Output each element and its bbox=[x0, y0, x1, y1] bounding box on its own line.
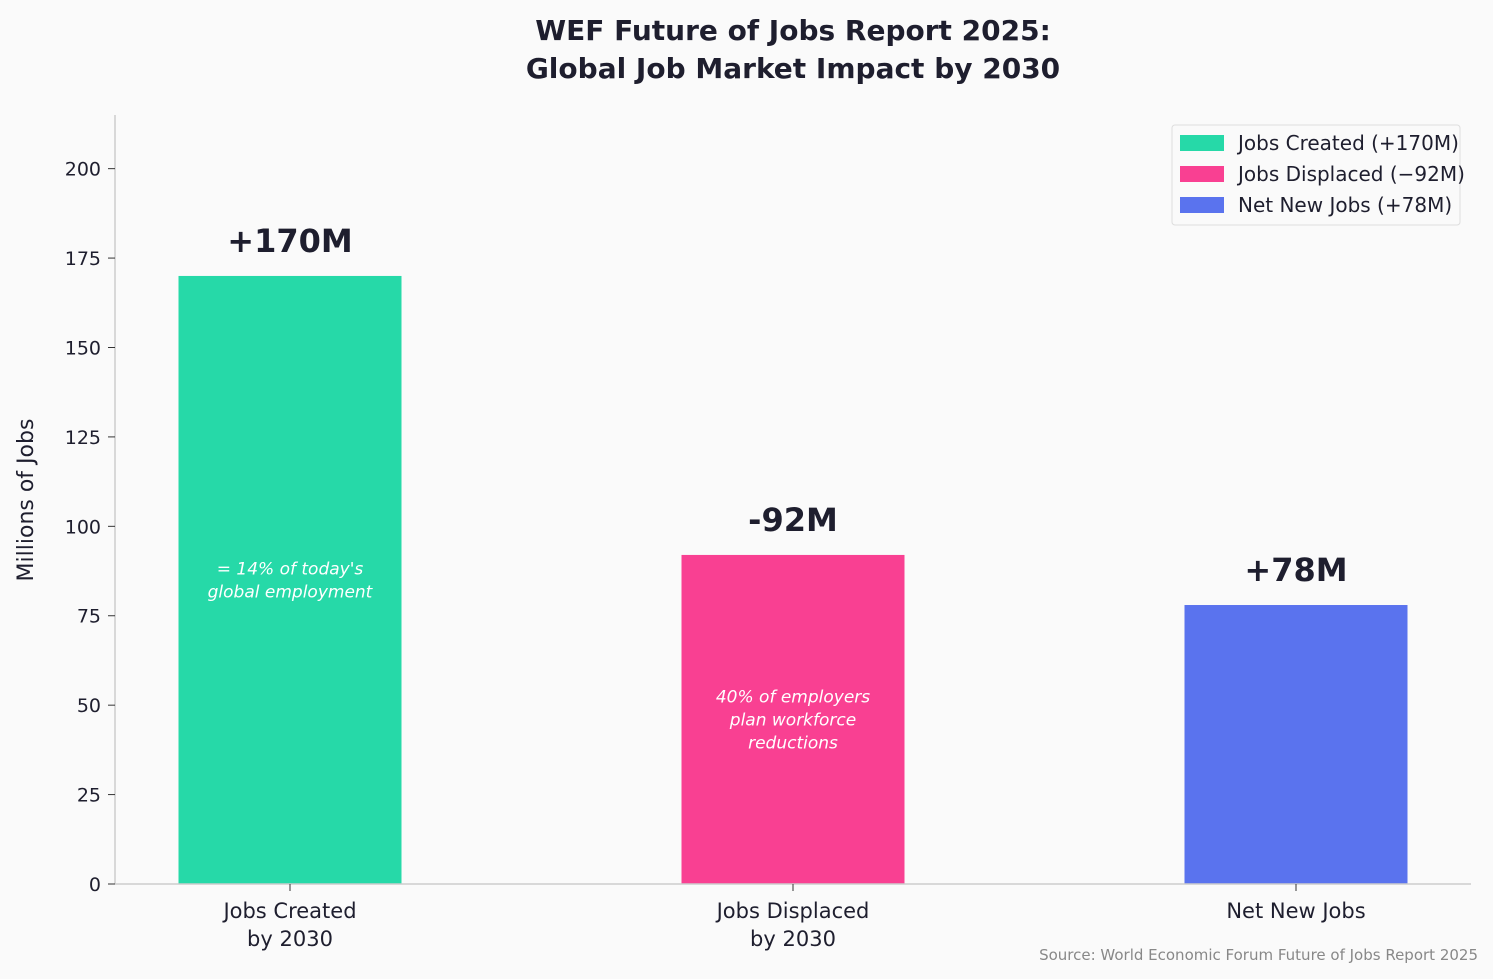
bar-annotation: reductions bbox=[748, 733, 838, 753]
y-tick-label: 200 bbox=[65, 159, 101, 181]
bar-annotation: plan workforce bbox=[729, 710, 856, 730]
x-tick-label: Net New Jobs bbox=[1226, 899, 1365, 923]
y-tick-label: 0 bbox=[89, 874, 101, 896]
chart-title-line-2: Global Job Market Impact by 2030 bbox=[526, 52, 1060, 85]
y-tick-label: 50 bbox=[77, 695, 101, 717]
bar bbox=[1184, 605, 1408, 884]
value-label: +170M bbox=[227, 222, 352, 260]
y-tick-label: 125 bbox=[65, 427, 101, 449]
y-tick-label: 100 bbox=[65, 516, 101, 538]
legend-label: Jobs Displaced (−92M) bbox=[1236, 162, 1465, 186]
legend-swatch bbox=[1180, 166, 1224, 182]
bar-annotation: 40% of employers bbox=[716, 687, 870, 707]
y-axis-label: Millions of Jobs bbox=[14, 419, 39, 582]
y-tick-label: 25 bbox=[77, 785, 101, 807]
x-tick-label: by 2030 bbox=[750, 927, 836, 951]
x-tick-label: Jobs Created bbox=[221, 899, 356, 923]
bar bbox=[681, 554, 905, 884]
legend-label: Jobs Created (+170M) bbox=[1236, 131, 1459, 155]
bar-annotation: global employment bbox=[208, 582, 374, 602]
legend-swatch bbox=[1180, 197, 1224, 213]
chart-title-line-1: WEF Future of Jobs Report 2025: bbox=[535, 14, 1051, 47]
bar bbox=[178, 275, 402, 884]
value-label: +78M bbox=[1244, 551, 1347, 589]
y-tick-label: 175 bbox=[65, 248, 101, 270]
x-tick-label: by 2030 bbox=[247, 927, 333, 951]
value-label: -92M bbox=[748, 501, 838, 539]
source-note: Source: World Economic Forum Future of J… bbox=[1039, 946, 1478, 964]
legend: Jobs Created (+170M) Jobs Displaced (−92M… bbox=[1171, 124, 1465, 226]
bar-annotation: = 14% of today's bbox=[217, 559, 364, 579]
y-tick-label: 75 bbox=[77, 606, 101, 628]
legend-swatch bbox=[1180, 135, 1224, 151]
x-tick-label: Jobs Displaced bbox=[715, 899, 870, 923]
y-tick-label: 150 bbox=[65, 337, 101, 359]
legend-label: Net New Jobs (+78M) bbox=[1238, 193, 1452, 217]
